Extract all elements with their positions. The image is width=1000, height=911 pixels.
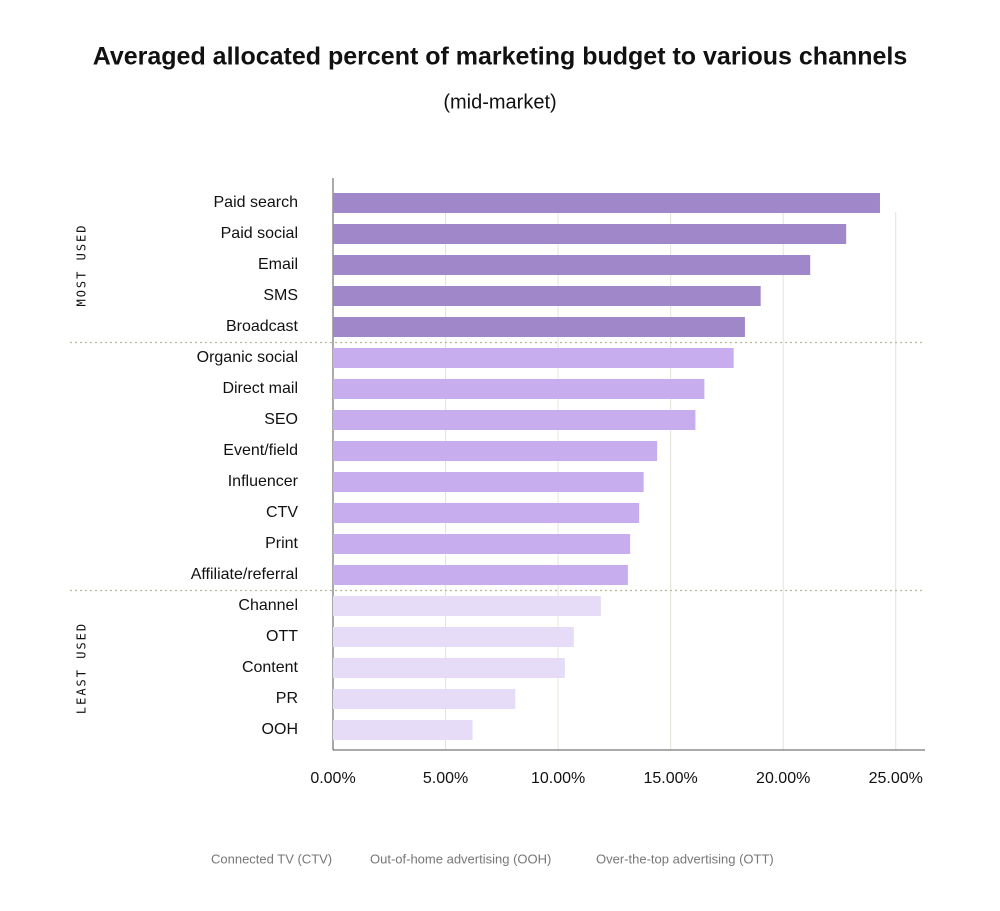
footnote: Out-of-home advertising (OOH) bbox=[370, 851, 551, 866]
footnote: Over-the-top advertising (OTT) bbox=[596, 851, 774, 866]
category-label: Print bbox=[265, 535, 298, 552]
bar bbox=[333, 193, 880, 213]
chart-subtitle: (mid-market) bbox=[443, 91, 556, 113]
x-tick-label: 10.00% bbox=[531, 770, 585, 787]
bar bbox=[333, 720, 473, 740]
category-label: Direct mail bbox=[222, 380, 298, 397]
category-label: Paid social bbox=[221, 225, 298, 242]
group-label: LEAST USED bbox=[75, 622, 89, 714]
bar bbox=[333, 689, 516, 709]
category-label: Influencer bbox=[228, 473, 299, 490]
category-label: Organic social bbox=[197, 349, 298, 366]
category-label: SMS bbox=[263, 287, 298, 304]
group-label: MOST USED bbox=[75, 223, 89, 306]
category-label: CTV bbox=[266, 504, 298, 521]
bar bbox=[333, 534, 631, 554]
bar bbox=[333, 596, 601, 616]
bar bbox=[333, 224, 847, 244]
category-label: OTT bbox=[266, 628, 298, 645]
bar bbox=[333, 255, 811, 275]
category-label: Broadcast bbox=[226, 318, 299, 335]
bar bbox=[333, 503, 640, 523]
category-label: Paid search bbox=[214, 194, 299, 211]
bar bbox=[333, 627, 574, 647]
category-label: Event/field bbox=[223, 442, 298, 459]
bar bbox=[333, 317, 745, 337]
bar bbox=[333, 286, 761, 306]
category-label: OOH bbox=[262, 721, 298, 738]
category-label: Channel bbox=[238, 597, 298, 614]
category-label: PR bbox=[276, 690, 298, 707]
chart-title: Averaged allocated percent of marketing … bbox=[93, 43, 908, 71]
bar bbox=[333, 441, 658, 461]
bar bbox=[333, 565, 628, 585]
x-tick-label: 5.00% bbox=[423, 770, 468, 787]
category-label: Content bbox=[242, 659, 299, 676]
x-tick-label: 20.00% bbox=[756, 770, 810, 787]
footnote: Connected TV (CTV) bbox=[211, 851, 332, 866]
bar bbox=[333, 379, 705, 399]
bar bbox=[333, 348, 734, 368]
x-tick-label: 15.00% bbox=[644, 770, 698, 787]
bar bbox=[333, 658, 565, 678]
category-label: Affiliate/referral bbox=[191, 566, 298, 583]
x-tick-label: 25.00% bbox=[869, 770, 923, 787]
category-label: SEO bbox=[264, 411, 298, 428]
bar bbox=[333, 410, 696, 430]
bar bbox=[333, 472, 644, 492]
x-tick-label: 0.00% bbox=[310, 770, 355, 787]
category-label: Email bbox=[258, 256, 298, 273]
